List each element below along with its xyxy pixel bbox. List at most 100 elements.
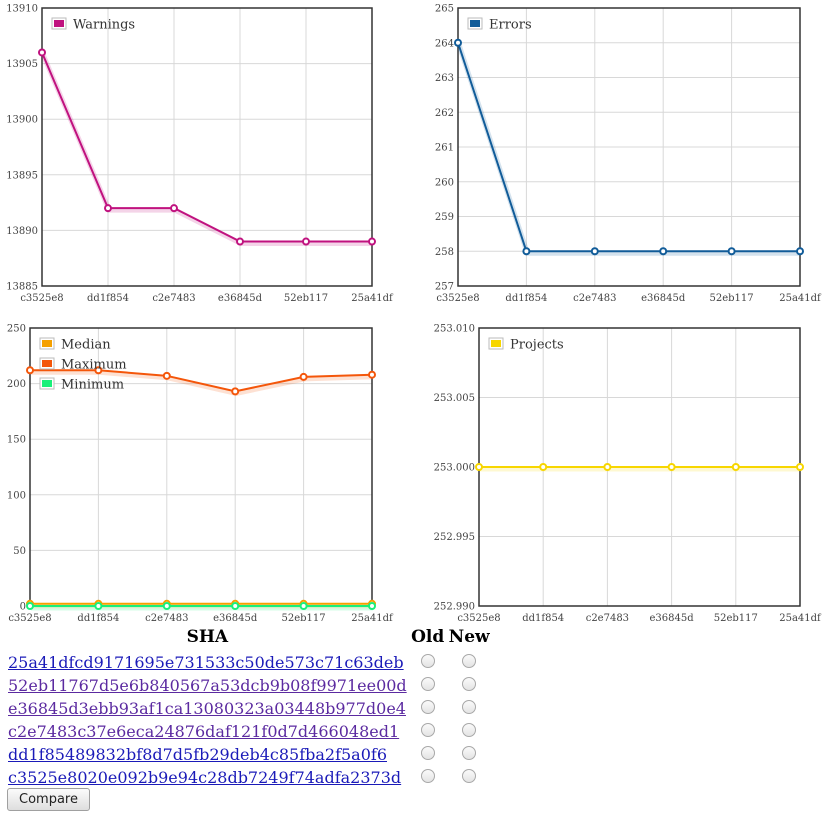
x-tick-label: c3525e8 [457,613,500,624]
sha-cell: 52eb11767d5e6b840567a53dcb9b08f9971ee00d [6,674,409,697]
new-radio-cell [447,651,492,674]
old-radio[interactable] [420,654,435,668]
series-shadow [31,369,374,396]
data-point [26,602,34,610]
compare-button[interactable]: Compare [7,788,90,811]
sha-cell: c2e7483c37e6eca24876daf121f0d7d466048ed1 [6,720,409,743]
sha-link[interactable]: c2e7483c37e6eca24876daf121f0d7d466048ed1 [8,722,400,741]
new-radio[interactable] [462,723,477,737]
old-radio[interactable] [420,700,435,714]
sha-column-header: SHA [186,627,229,647]
y-tick-label: 252.990 [434,602,475,613]
y-tick-label: 253.000 [434,463,475,474]
x-tick-label: e36845d [650,613,695,624]
sha-table: SHA Old New 25a41dfcd9171695e731533c50de… [6,625,492,789]
table-row: e36845d3ebb93af1ca13080323a03448b977d0e4 [6,697,492,720]
projects-chart: 252.990 252.995 253.000 253.005 253.010 c3525… [434,324,822,625]
old-radio-cell [409,743,447,766]
data-point [170,204,178,213]
sha-cell: e36845d3ebb93af1ca13080323a03448b977d0e4 [6,697,409,720]
new-radio[interactable] [462,746,477,760]
plot-frame [41,7,373,287]
y-tick-label: 253.010 [434,324,475,335]
x-tick-label: 25a41df [779,613,822,624]
y-tick-label: 259 [435,212,454,223]
legend-label: Projects [510,338,564,353]
data-point [368,602,376,610]
data-point [454,38,462,47]
data-point [475,463,483,471]
new-radio-cell [447,674,492,697]
x-tick-label: 25a41df [351,293,394,304]
data-point [299,372,308,381]
sha-table-header: SHA Old New [6,625,492,651]
x-tick-label: c2e7483 [573,293,616,304]
sha-link[interactable]: 52eb11767d5e6b840567a53dcb9b08f9971ee00d [8,676,407,695]
data-point [731,463,740,471]
y-tick-label: 13885 [6,282,38,293]
y-tick-label: 257 [435,282,454,293]
new-radio[interactable] [462,769,477,783]
legend-label: Warnings [73,18,135,33]
data-point [302,237,310,246]
sha-link[interactable]: 25a41dfcd9171695e731533c50de573c71c63deb [8,653,404,672]
data-point [539,463,548,471]
x-tick-label: 25a41df [779,293,822,304]
x-tick-label: 52eb117 [282,613,326,624]
old-radio[interactable] [420,723,435,737]
errors-chart: 257 258 259 260 261 262 263 264 265 c3525e8 dd1f85… [435,4,822,305]
lengths-chart: 0 50 100 150 200 250 c3525e8 dd1f854 c2e7483 e368… [7,324,394,625]
old-radio-cell [409,697,447,720]
series-shadow [456,43,801,256]
legend-swatch [491,340,501,347]
y-tick-label: 261 [435,143,454,154]
x-tick-label: c3525e8 [8,613,51,624]
data-point [162,602,171,610]
data-point [796,247,804,256]
y-tick-label: 250 [7,324,26,335]
new-radio-cell [447,766,492,789]
data-point [368,370,376,379]
legend-swatch [54,20,64,27]
legend-label: Maximum [61,358,127,373]
series-line [41,52,372,243]
data-point [104,204,112,213]
y-tick-label: 13905 [6,59,38,70]
old-radio-cell [409,766,447,789]
x-tick-label: dd1f854 [522,613,564,624]
y-tick-label: 253.005 [434,393,475,404]
table-row: c2e7483c37e6eca24876daf121f0d7d466048ed1 [6,720,492,743]
sha-link[interactable]: dd1f85489832bf8d7d5fb29deb4c85fba2f5a0f6 [8,745,387,764]
x-tick-label: c2e7483 [152,293,195,304]
new-radio-cell [447,720,492,743]
table-row: dd1f85489832bf8d7d5fb29deb4c85fba2f5a0f6 [6,743,492,766]
data-point [368,237,376,246]
data-point [231,387,240,396]
old-column-header: Old [411,627,445,647]
x-tick-label: e36845d [641,293,686,304]
new-radio[interactable] [462,700,477,714]
new-radio[interactable] [462,677,477,691]
table-row: 25a41dfcd9171695e731533c50de573c71c63deb [6,651,492,674]
new-radio[interactable] [462,654,477,668]
y-tick-label: 260 [435,177,454,188]
legend-swatch [42,360,52,367]
x-tick-label: 52eb117 [284,293,328,304]
plot-frame [457,7,801,287]
old-radio[interactable] [420,746,435,760]
y-tick-label: 50 [13,546,26,557]
sha-link[interactable]: e36845d3ebb93af1ca13080323a03448b977d0e4 [8,699,406,718]
data-point [796,463,804,471]
legend-label: Errors [489,18,532,33]
old-radio[interactable] [420,769,435,783]
y-tick-label: 265 [435,4,454,15]
x-tick-label: e36845d [218,293,263,304]
old-radio[interactable] [420,677,435,691]
sha-cell: 25a41dfcd9171695e731533c50de573c71c63deb [6,651,409,674]
x-tick-label: c2e7483 [145,613,188,624]
series-line [457,42,800,253]
y-tick-label: 258 [435,247,454,258]
x-tick-label: e36845d [213,613,258,624]
y-tick-label: 100 [7,490,26,501]
sha-link[interactable]: c3525e8020e092b9e94c28db7249f74adfa2373d [8,768,402,787]
